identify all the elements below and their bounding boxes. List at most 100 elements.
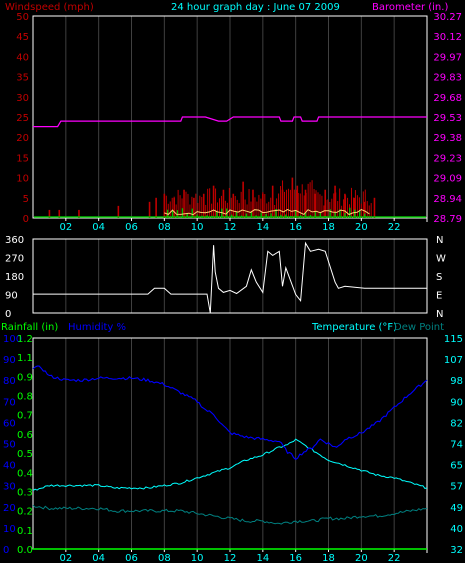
hour-tick-label: 18 <box>322 222 335 233</box>
temperature-tick-label: 98 <box>450 376 463 387</box>
temperature-tick-label: 57 <box>450 482 463 493</box>
wind-tick-label: 50 <box>16 12 29 23</box>
rain-tick-label: 1.1 <box>17 353 33 364</box>
temperature-tick-label: 74 <box>450 440 463 451</box>
wind-tick-label: 5 <box>23 194 29 205</box>
humidity-tick-label: 10 <box>3 524 16 535</box>
rainfall-label: Rainfall (in) <box>1 322 58 333</box>
hour-tick-label: 06 <box>125 553 138 563</box>
hour-tick-label: 06 <box>125 222 138 233</box>
baro-tick-label: 29.68 <box>433 93 462 104</box>
hour-tick-label: 16 <box>289 553 302 563</box>
baro-tick-label: 29.53 <box>433 113 462 124</box>
baro-tick-label: 29.23 <box>433 153 462 164</box>
wind-tick-label: 20 <box>16 133 29 144</box>
hour-tick-label: 02 <box>59 222 72 233</box>
compass-tick-label: N <box>436 235 443 246</box>
rain-tick-label: 0.8 <box>17 392 33 403</box>
humidity-tick-label: 90 <box>3 355 16 366</box>
hour-tick-label: 08 <box>158 222 171 233</box>
baro-tick-label: 29.09 <box>433 174 462 185</box>
rain-tick-label: 0.1 <box>17 526 33 537</box>
humidity-label: Humidity % <box>68 322 126 333</box>
hour-tick-label: 22 <box>388 222 401 233</box>
barometer-line <box>33 116 427 128</box>
hour-tick-label: 02 <box>59 553 72 563</box>
hour-tick-label: 20 <box>355 222 368 233</box>
baro-tick-label: 29.97 <box>433 52 462 63</box>
hour-tick-label: 10 <box>191 222 204 233</box>
wind-tick-label: 30 <box>16 93 29 104</box>
dewpoint-line <box>32 504 428 525</box>
temperature-label: Temperature (°F) <box>311 322 397 333</box>
barometer-label: Barometer (in.) <box>372 2 448 13</box>
temperature-tick-label: 82 <box>450 418 463 429</box>
temperature-tick-label: 65 <box>450 461 463 472</box>
wind-tick-label: 40 <box>16 52 29 63</box>
rain-tick-label: 0.7 <box>17 411 33 422</box>
temperature-line <box>32 438 428 492</box>
direction-tick-label: 270 <box>5 254 24 265</box>
compass-tick-label: E <box>436 291 442 302</box>
humidity-tick-label: 70 <box>3 397 16 408</box>
rain-tick-label: 1.2 <box>17 334 33 345</box>
panels: 02 04 06 08 10 12 14 16 18 20 22 02 04 06 08 10 12 14 16 18… <box>3 12 463 563</box>
direction-tick-label: 360 <box>5 235 24 246</box>
humidity-tick-label: 20 <box>3 503 16 514</box>
wind-average-line <box>164 209 370 216</box>
rain-tick-label: 0.3 <box>17 487 33 498</box>
rain-tick-label: 0.5 <box>17 449 33 460</box>
baro-tick-label: 30.27 <box>433 12 462 23</box>
temperature-tick-label: 90 <box>450 397 463 408</box>
direction-tick-label: 180 <box>5 272 24 283</box>
compass-tick-label: N <box>436 309 443 320</box>
compass-tick-label: W <box>436 254 446 265</box>
humidity-tick-label: 0 <box>3 545 9 556</box>
baro-tick-label: 28.94 <box>433 194 462 205</box>
wind-tick-label: 35 <box>16 73 29 84</box>
wind-direction-line <box>33 241 427 314</box>
humidity-tick-label: 40 <box>3 461 16 472</box>
hour-tick-label: 12 <box>224 222 237 233</box>
hour-tick-label: 12 <box>224 553 237 563</box>
direction-tick-label: 0 <box>5 309 11 320</box>
wind-tick-label: 15 <box>16 153 29 164</box>
humidity-line <box>32 365 428 461</box>
humidity-tick-label: 100 <box>3 334 22 345</box>
rain-tick-label: 0.4 <box>17 468 33 479</box>
hour-tick-label: 14 <box>256 222 269 233</box>
windspeed-label: Windspeed (mph) <box>5 2 94 13</box>
rain-tick-label: 0.9 <box>17 372 33 383</box>
hour-tick-label: 04 <box>92 222 105 233</box>
rain-tick-label: 0.2 <box>17 507 33 518</box>
hour-tick-label: 04 <box>92 553 105 563</box>
wind-tick-label: 25 <box>16 113 29 124</box>
humidity-tick-label: 80 <box>3 376 16 387</box>
rain-tick-label: 0.0 <box>17 545 33 556</box>
baro-tick-label: 28.79 <box>433 214 462 225</box>
baro-tick-label: 29.83 <box>433 73 462 84</box>
baro-tick-label: 29.38 <box>433 133 462 144</box>
hour-tick-label: 20 <box>355 553 368 563</box>
temperature-tick-label: 32 <box>450 545 463 556</box>
baro-tick-label: 30.12 <box>433 32 462 43</box>
wind-tick-label: 10 <box>16 174 29 185</box>
direction-tick-label: 90 <box>5 291 18 302</box>
temperature-tick-label: 115 <box>444 334 463 345</box>
temperature-tick-label: 49 <box>450 503 463 514</box>
chart-title: 24 hour graph day : June 07 2009 <box>171 2 340 13</box>
hour-tick-label: 22 <box>388 553 401 563</box>
humidity-tick-label: 30 <box>3 482 16 493</box>
hour-tick-label: 18 <box>322 553 335 563</box>
wind-tick-label: 45 <box>16 32 29 43</box>
temperature-tick-label: 107 <box>444 355 463 366</box>
hour-tick-label: 14 <box>256 553 269 563</box>
rain-tick-label: 0.6 <box>17 430 33 441</box>
panel-frame-2 <box>32 238 428 314</box>
hour-tick-label: 16 <box>289 222 302 233</box>
compass-tick-label: S <box>436 272 442 283</box>
hour-tick-label: 08 <box>158 553 171 563</box>
temperature-tick-label: 40 <box>450 524 463 535</box>
